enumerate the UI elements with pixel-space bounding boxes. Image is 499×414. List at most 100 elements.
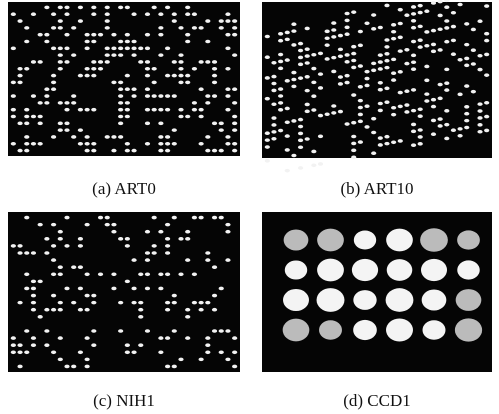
spot: [185, 237, 190, 241]
spot: [125, 244, 130, 248]
spot: [178, 358, 183, 362]
spot: [165, 74, 170, 78]
spot: [98, 67, 103, 71]
spot: [404, 103, 409, 107]
spot: [58, 301, 63, 305]
spot: [11, 94, 16, 98]
spot: [172, 216, 177, 220]
spot: [278, 101, 283, 105]
spot: [212, 67, 217, 71]
spot: [331, 56, 336, 60]
spot: [351, 52, 356, 56]
spot: [265, 55, 270, 59]
spot: [24, 272, 29, 276]
spot: [24, 40, 29, 44]
spot: [418, 114, 423, 118]
spot: [271, 137, 276, 141]
spot: [145, 251, 150, 255]
spot: [457, 3, 462, 7]
spot: [331, 21, 336, 25]
spot: [11, 81, 16, 85]
spot: [64, 60, 69, 64]
spot: [118, 101, 123, 105]
spot: [311, 163, 316, 167]
spot: [58, 67, 63, 71]
spot: [283, 319, 310, 342]
spot: [318, 162, 323, 166]
spot: [265, 35, 270, 39]
spot: [318, 135, 323, 139]
spot: [51, 74, 56, 78]
spot: [305, 110, 310, 114]
spot: [17, 365, 22, 369]
spot: [471, 28, 476, 32]
spot: [58, 230, 63, 234]
spot: [11, 47, 16, 51]
spot: [278, 94, 283, 98]
spot: [291, 29, 296, 33]
spot: [311, 53, 316, 57]
spot: [44, 40, 49, 44]
spot: [205, 19, 210, 23]
spot: [398, 105, 403, 109]
spot: [391, 113, 396, 117]
spot: [212, 94, 217, 98]
spot: [51, 81, 56, 85]
spot: [444, 137, 449, 141]
spot: [118, 135, 123, 139]
spot: [138, 272, 143, 276]
spot: [404, 62, 409, 66]
spot: [265, 145, 270, 149]
spot: [78, 128, 83, 132]
spot: [384, 142, 389, 146]
spot: [457, 260, 480, 279]
spot: [331, 111, 336, 115]
spot: [338, 82, 343, 86]
spot: [371, 151, 376, 155]
spot: [484, 115, 489, 119]
spot: [185, 115, 190, 119]
spot: [444, 0, 449, 2]
spot: [192, 67, 197, 71]
spot: [278, 39, 283, 43]
spot: [85, 308, 90, 312]
spot: [457, 127, 462, 131]
spot: [232, 122, 237, 126]
spot: [464, 126, 469, 130]
spot: [384, 45, 389, 49]
spot: [178, 115, 183, 119]
spot: [118, 47, 123, 51]
spot: [131, 40, 136, 44]
spot: [411, 26, 416, 30]
spot: [212, 265, 217, 269]
spot: [391, 78, 396, 82]
spot: [358, 106, 363, 110]
spot: [118, 237, 123, 241]
spot: [165, 272, 170, 276]
spot: [165, 108, 170, 112]
spot: [398, 49, 403, 53]
spot: [298, 49, 303, 53]
spot: [158, 94, 163, 98]
spot: [51, 308, 56, 312]
spot: [351, 45, 356, 49]
spot: [464, 22, 469, 26]
spot: [411, 123, 416, 127]
spot: [178, 81, 183, 85]
spot: [172, 128, 177, 132]
spot: [305, 103, 310, 107]
spot: [199, 301, 204, 305]
spot: [158, 12, 163, 16]
spot: [344, 122, 349, 126]
spot: [91, 40, 96, 44]
spot: [278, 53, 283, 57]
spot: [158, 142, 163, 146]
spot: [225, 108, 230, 112]
spot: [358, 44, 363, 48]
spot: [11, 115, 16, 119]
spot: [205, 60, 210, 64]
spot: [125, 33, 130, 37]
spot: [271, 75, 276, 79]
spot: [91, 301, 96, 305]
spot: [131, 258, 136, 262]
